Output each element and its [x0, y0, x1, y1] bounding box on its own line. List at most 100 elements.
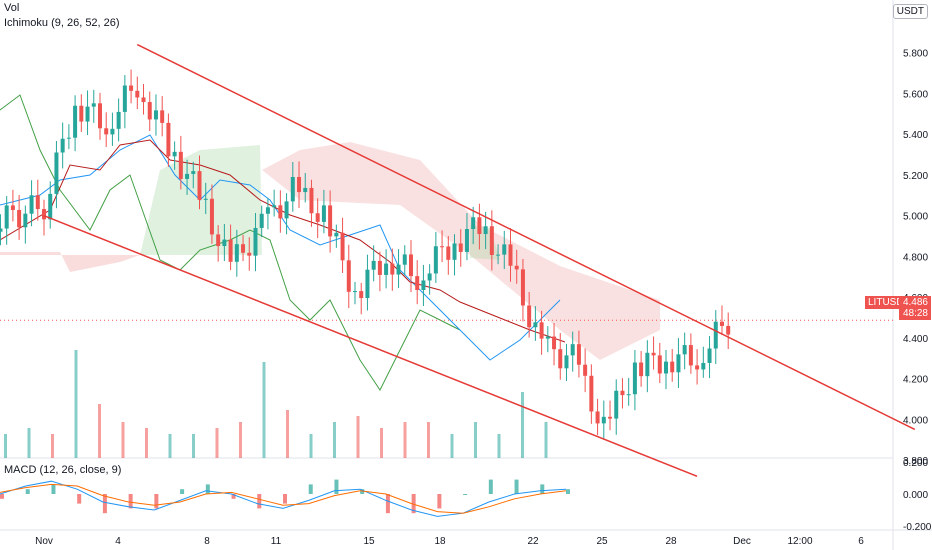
volume-bar: [380, 428, 383, 458]
candle-body: [29, 195, 34, 214]
candle-body: [365, 269, 370, 299]
candle-body: [564, 355, 569, 369]
volume-bar: [403, 422, 407, 458]
candle-body: [415, 276, 420, 290]
currency-badge[interactable]: USDT: [892, 4, 928, 19]
macd-histogram-bar: [51, 484, 56, 494]
cloud-bear-segment: [262, 142, 660, 360]
candle-body: [35, 195, 40, 210]
candle-body: [421, 280, 426, 290]
ichimoku-legend: Ichimoku (9, 26, 52, 26): [4, 17, 120, 29]
candle-body: [110, 128, 115, 135]
price-tag-symbol-name: LITUSDT: [868, 297, 910, 308]
time-axis-label: 18: [434, 536, 446, 547]
time-axis-label: Nov: [35, 536, 53, 547]
candle-body: [570, 344, 575, 356]
macd-axis-label: 0.200: [903, 458, 928, 469]
candle-body: [241, 244, 246, 253]
volume-bar: [4, 434, 7, 458]
candle-body: [116, 111, 121, 129]
candle-body: [620, 390, 625, 396]
candle-body: [552, 336, 557, 350]
candle-body: [446, 246, 451, 260]
candle-body: [601, 416, 606, 424]
bar-countdown: 48:28: [902, 308, 928, 319]
time-axis-label: 15: [363, 536, 375, 547]
candle-body: [359, 291, 364, 299]
volume-bar: [474, 422, 477, 458]
candle-body: [558, 349, 563, 369]
price-axis-label: 5.800: [903, 49, 928, 60]
candle-body: [589, 375, 594, 412]
candle-body: [483, 226, 488, 235]
candle-body: [85, 106, 90, 122]
candle-body: [185, 173, 190, 179]
time-axis-label: 12:00: [787, 536, 812, 547]
price-axis-label: 5.000: [903, 212, 928, 223]
volume-bar: [215, 428, 219, 458]
candle-body: [129, 85, 134, 91]
candle-body: [153, 110, 158, 120]
candle-body: [471, 217, 476, 230]
candle-body: [390, 263, 395, 275]
volume-bar: [497, 434, 501, 458]
candle-body: [172, 151, 177, 157]
candle-body: [247, 252, 252, 256]
volume-bar: [262, 362, 266, 458]
volume-bar: [450, 434, 454, 458]
candle-body: [670, 361, 675, 373]
macd-axis-label: 0.000: [903, 490, 928, 501]
trendline-upper: [136, 43, 916, 431]
time-axis-label: 25: [596, 536, 608, 547]
time-axis-label: 8: [204, 536, 210, 547]
candle-body: [651, 352, 656, 356]
candle-body: [334, 232, 339, 237]
candle-body: [203, 198, 208, 200]
macd-histogram-bar: [102, 494, 107, 514]
candle-body: [545, 336, 550, 339]
cloud-bear-segment: [0, 252, 140, 272]
volume-bar: [544, 422, 548, 458]
volume-bar: [521, 392, 524, 458]
candle-body: [527, 305, 532, 328]
price-tag-value: 4.486 48:28: [899, 296, 931, 320]
candle-body: [259, 213, 264, 228]
macd-histogram-bar: [566, 489, 570, 494]
signal-line: [0, 483, 567, 514]
candle-body: [346, 260, 351, 292]
candle-body: [726, 325, 731, 335]
conversion-line: [0, 134, 561, 361]
candle-body: [166, 122, 171, 157]
time-axis-label: 4: [115, 536, 121, 547]
candle-body: [719, 321, 724, 326]
price-axis-label: 4.400: [903, 334, 928, 345]
candle-body: [309, 187, 314, 214]
macd-histogram-bar: [437, 494, 442, 509]
candle-body: [272, 205, 277, 208]
macd-line: [0, 480, 567, 517]
candle-body: [278, 205, 283, 219]
candle-body: [66, 137, 71, 139]
candle-body: [353, 291, 357, 293]
volume-bar: [309, 434, 313, 458]
candle-body: [408, 254, 413, 277]
base-line: [0, 139, 566, 343]
macd-histogram-bar: [308, 484, 313, 494]
macd-histogram-bar: [334, 479, 339, 494]
candles: [0, 69, 731, 440]
candle-body: [377, 260, 382, 275]
volume-bar: [192, 434, 195, 458]
candle-body: [73, 105, 78, 138]
candle-body: [502, 244, 507, 255]
candle-body: [496, 254, 501, 256]
candle-body: [657, 355, 662, 374]
candle-body: [321, 205, 326, 222]
macd-histogram-bar: [128, 494, 133, 509]
ichimoku-cloud: [0, 142, 660, 360]
volume-bar: [27, 428, 31, 458]
macd-axis-label: -0.200: [903, 522, 932, 533]
candle-body: [639, 362, 644, 377]
candle-body: [160, 110, 165, 123]
candle-body: [60, 138, 65, 153]
